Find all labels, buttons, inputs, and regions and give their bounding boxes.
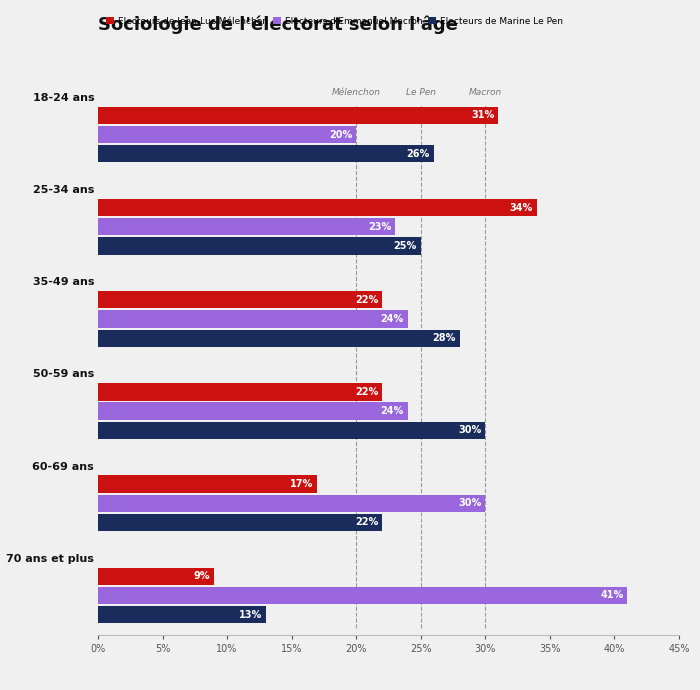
Bar [98, 107, 498, 124]
Bar [98, 606, 266, 623]
Text: Le Pen: Le Pen [406, 88, 436, 97]
Text: 41%: 41% [600, 591, 624, 600]
Bar [98, 475, 318, 493]
Text: 24%: 24% [381, 314, 404, 324]
Bar [98, 422, 485, 439]
Text: 60-69 ans: 60-69 ans [32, 462, 94, 471]
Text: 35-49 ans: 35-49 ans [33, 277, 94, 287]
Text: 22%: 22% [355, 387, 378, 397]
Text: 28%: 28% [433, 333, 456, 343]
Text: 30%: 30% [458, 498, 482, 509]
Text: 30%: 30% [458, 425, 482, 435]
Text: Macron: Macron [469, 88, 502, 97]
Bar [98, 199, 537, 216]
Text: Mélenchon: Mélenchon [332, 88, 381, 97]
Text: 22%: 22% [355, 295, 378, 305]
Text: 9%: 9% [194, 571, 210, 581]
Text: 22%: 22% [355, 518, 378, 527]
Bar [98, 145, 434, 162]
Text: 25%: 25% [393, 241, 417, 251]
Bar [98, 330, 459, 347]
Bar [98, 514, 382, 531]
Text: 24%: 24% [381, 406, 404, 416]
Bar [98, 586, 627, 604]
Text: 25-34 ans: 25-34 ans [33, 185, 94, 195]
Text: 26%: 26% [407, 149, 430, 159]
Bar [98, 237, 421, 255]
Bar [98, 568, 214, 585]
Text: 50-59 ans: 50-59 ans [33, 369, 94, 380]
Text: Sociologie de l'électorat selon l'âge: Sociologie de l'électorat selon l'âge [98, 15, 458, 34]
Text: 23%: 23% [368, 221, 391, 232]
Bar [98, 126, 356, 144]
Bar [98, 291, 382, 308]
Legend: Electeurs de Jean-Luc Mélenchon, Electeurs d'Emmanuel Macron, Electeurs de Marin: Electeurs de Jean-Luc Mélenchon, Electeu… [102, 13, 566, 30]
Bar [98, 495, 485, 512]
Text: 20%: 20% [329, 130, 352, 139]
Bar [98, 383, 382, 401]
Text: 70 ans et plus: 70 ans et plus [6, 554, 94, 564]
Text: 34%: 34% [510, 203, 533, 213]
Bar [98, 310, 408, 328]
Text: 17%: 17% [290, 479, 314, 489]
Text: 13%: 13% [239, 610, 262, 620]
Bar [98, 218, 395, 235]
Text: 31%: 31% [471, 110, 494, 121]
Bar [98, 402, 408, 420]
Text: 18-24 ans: 18-24 ans [32, 93, 94, 103]
